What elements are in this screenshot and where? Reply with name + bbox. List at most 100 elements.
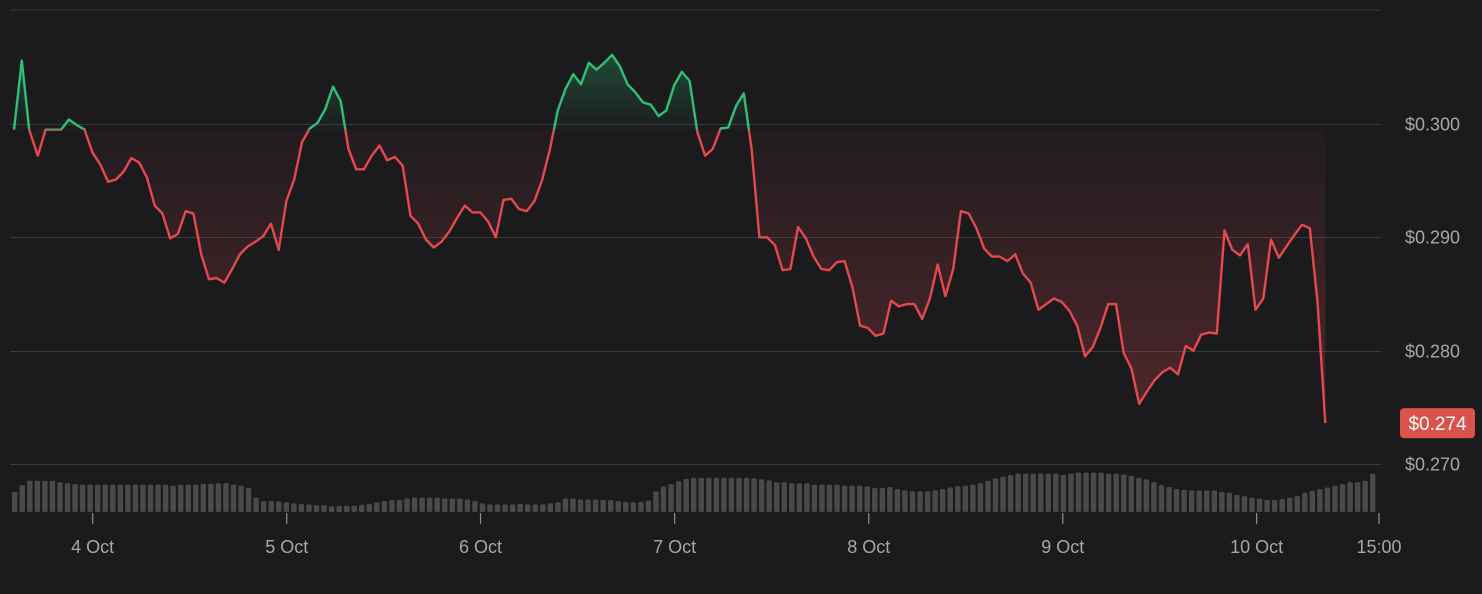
volume-bar [313,505,320,512]
volume-bar [132,484,139,512]
x-tick-label: 5 Oct [265,537,308,557]
volume-bar [1075,472,1082,512]
volume-bar [1309,490,1316,512]
volume-bar [102,484,108,512]
volume-bar [374,502,380,512]
volume-bar [419,497,425,512]
volume-bar [1143,479,1150,512]
volume-bar [683,478,689,512]
volume-bar [170,485,176,512]
volume-bar [608,500,614,512]
volume-bar [555,502,561,512]
volume-bar [1158,485,1165,512]
volume-bar [638,501,644,512]
x-tick-label: 4 Oct [71,537,114,557]
volume-bar [1083,472,1089,512]
volume-bar [834,484,840,512]
volume-bar [426,497,433,512]
volume-bar [1022,473,1029,512]
volume-bar [147,484,154,512]
volume-bar [117,484,124,512]
volume-bar [155,484,161,512]
volume-bar [1173,488,1180,512]
volume-bar [1068,473,1074,512]
current-price-label: $0.274 [1408,414,1467,435]
volume-bar [630,502,637,512]
volume-bar [1060,475,1067,512]
volume-bar [1015,473,1021,512]
volume-bar [706,477,712,512]
volume-bar [789,483,795,512]
volume-bar [1090,472,1097,512]
volume-bar [917,491,923,512]
volume-bar [1211,490,1217,512]
volume-bar [932,490,938,512]
volume-bar [1219,491,1225,512]
volume-bar [442,498,448,512]
volume-bar [1007,475,1014,512]
volume-bar [585,499,591,512]
volume-bar [887,487,893,512]
volume-bar [283,502,290,512]
volume-bar [1196,490,1202,512]
volume-bar [668,484,674,512]
volume-bar [1249,497,1255,512]
current-price-badge: $0.274 [1400,408,1475,439]
volume-bar [1234,494,1240,512]
volume-bar [1271,500,1278,512]
volume-bar [1256,498,1263,512]
volume-bar [140,484,146,512]
volume-bar [947,487,953,512]
volume-bar [992,478,999,512]
volume-bar [125,484,131,512]
volume-bar [902,490,908,512]
volume-bar [27,480,33,512]
volume-bar [321,505,327,512]
volume-bar [359,504,365,512]
volume-bar [562,498,569,512]
volume-bar [864,486,870,512]
volume-bar [1136,477,1142,512]
volume-bar [351,505,357,512]
volume-bar [42,480,48,512]
volume-bar [12,491,18,512]
volume-bar [185,484,191,512]
volume-bar [939,488,946,512]
volume-bar [449,498,456,512]
y-tick-label: $0.290 [1405,228,1460,248]
volume-bar [487,504,493,512]
volume-bar [924,491,931,512]
volume-bar [94,484,101,512]
volume-bar [291,503,297,512]
volume-bar [366,503,373,512]
volume-bar [79,484,86,512]
volume-bar [268,500,274,512]
x-tick-label: 10 Oct [1230,537,1283,557]
volume-bar [1241,496,1248,512]
volume-bar [713,477,720,512]
volume-bar [645,500,652,512]
volume-bar [298,503,305,512]
volume-bar [1332,485,1338,512]
volume-bar [525,504,531,512]
volume-bar [494,504,501,512]
volume-bar [1166,487,1172,512]
area-fill-down [14,129,1326,424]
volume-bar [253,497,259,512]
volume-bar [826,484,833,512]
volume-bar [1287,497,1293,512]
volume-bar [404,498,410,512]
volume-bar [841,485,848,512]
volume-bar [691,477,697,512]
volume-bar [894,488,901,512]
volume-bar [849,485,855,512]
volume-bar [276,501,282,512]
volume-bar [1000,476,1006,512]
volume-bar [660,486,667,512]
volume-bar [766,480,772,512]
volume-bar [547,503,554,512]
volume-bar [872,488,878,512]
volume-bar [396,500,403,512]
volume-bar [64,483,71,512]
volume-bar [72,484,78,512]
